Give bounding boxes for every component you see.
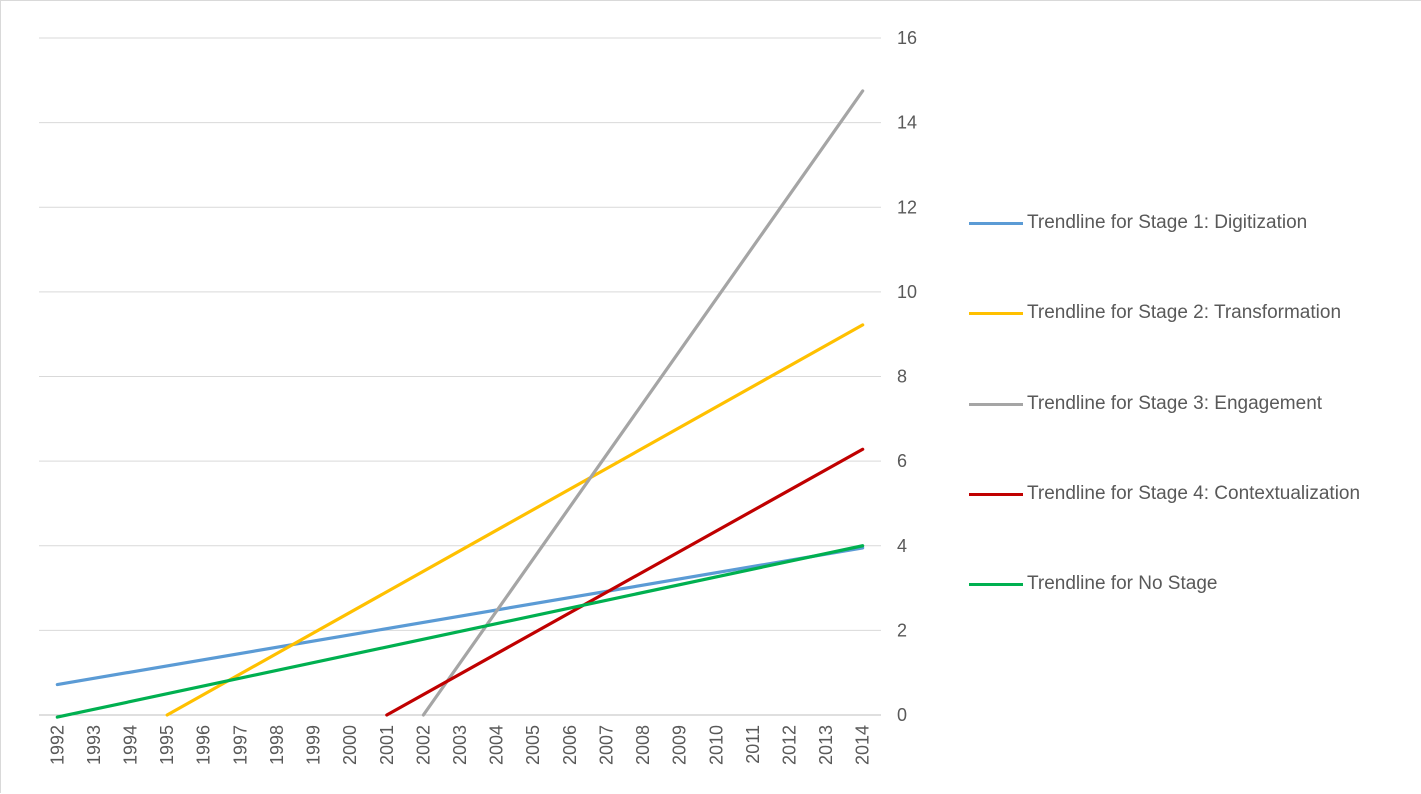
x-tick-label: 2004 [487,725,507,765]
y-tick-label: 12 [897,197,917,217]
x-tick-label: 1993 [84,725,104,765]
series-line-1 [55,546,865,687]
x-tick-label: 2001 [377,725,397,765]
y-tick-label: 6 [897,451,907,471]
legend-swatch [969,311,1023,315]
x-tick-label: 2005 [523,725,543,765]
legend-label: Trendline for Stage 4: Contextualization [1027,483,1361,504]
x-tick-label: 2000 [340,725,360,765]
y-tick-label: 2 [897,620,907,640]
x-tick-label: 2008 [633,725,653,765]
y-tick-label: 16 [897,28,917,48]
legend-label: Trendline for Stage 2: Transformation [1027,302,1342,323]
x-axis-ticks: 1992 1993 1994 1995 1996 1997 1998 1999 2000 2001… [47,725,872,765]
x-tick-label: 2002 [413,725,433,765]
series-line-5 [55,544,865,719]
y-tick-label: 14 [897,113,917,133]
x-tick-label: 2013 [816,725,836,765]
x-tick-label: 1994 [121,725,141,765]
x-tick-label: 1996 [194,725,214,765]
legend-item: Trendline for Stage 1: Digitization [969,212,1307,234]
x-tick-label: 1998 [267,725,287,765]
legend-swatch [969,582,1023,586]
x-tick-label: 2011 [743,725,763,764]
legend-label: Trendline for No Stage [1027,573,1218,594]
x-tick-label: 1999 [304,725,324,765]
legend-item: Trendline for No Stage [969,573,1217,595]
x-tick-label: 2012 [779,725,799,765]
legend-item: Trendline for Stage 3: Engagement [969,393,1322,415]
trend-lines [55,89,865,719]
x-tick-label: 2009 [670,725,690,765]
x-tick-label: 2010 [706,725,726,765]
series-line-2 [165,323,865,717]
x-tick-label: 1995 [157,725,177,765]
gridlines [39,37,881,716]
legend-item: Trendline for Stage 2: Transformation [969,302,1341,324]
legend-item: Trendline for Stage 4: Contextualization [969,483,1360,505]
series-line-4 [385,447,865,717]
y-axis-ticks: 0 2 4 6 8 10 12 14 16 [897,28,917,725]
legend-swatch [969,221,1023,225]
legend-label: Trendline for Stage 3: Engagement [1027,393,1323,414]
series-line-3 [421,89,865,717]
legend-label: Trendline for Stage 1: Digitization [1027,212,1308,233]
legend-swatch [969,402,1023,406]
x-tick-label: 1992 [47,725,67,765]
legend-swatch [969,492,1023,496]
x-tick-label: 2007 [596,725,616,765]
y-tick-label: 0 [897,705,907,725]
y-tick-label: 10 [897,282,917,302]
x-tick-label: 2003 [450,725,470,765]
x-tick-label: 2014 [853,725,873,765]
x-tick-label: 2006 [560,725,580,765]
y-tick-label: 8 [897,367,907,387]
y-tick-label: 4 [897,536,907,556]
x-tick-label: 1997 [230,725,250,765]
